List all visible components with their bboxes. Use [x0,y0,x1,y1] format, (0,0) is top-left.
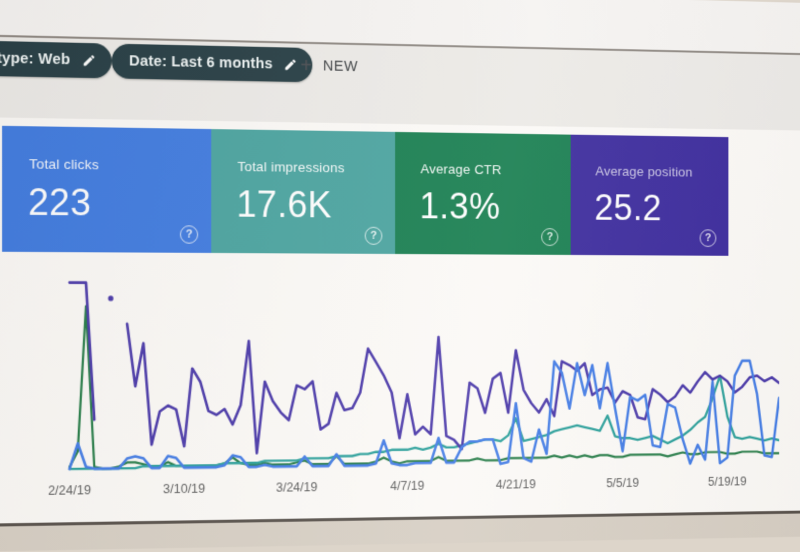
performance-chart-svg [53,266,779,477]
new-filter-button-label: NEW [322,58,359,76]
x-axis-label: 3/10/19 [163,481,206,497]
card-label: Average position [595,163,693,180]
help-icon[interactable]: ? [699,229,717,247]
new-filter-button[interactable]: + NEW [300,53,358,80]
edit-pencil-icon[interactable] [284,58,298,72]
help-icon[interactable]: ? [541,228,559,246]
x-axis-label: 3/24/19 [275,480,318,495]
series-line [69,283,779,456]
x-axis-label: 2/24/19 [47,482,91,498]
edit-pencil-icon[interactable] [82,53,96,68]
plus-icon: + [300,54,313,78]
card-total-clicks[interactable]: Total clicks 223 ? [2,125,212,253]
performance-chart[interactable] [53,266,779,477]
date-filter-label: Date: Last 6 months [129,53,273,73]
search-type-filter-label: type: Web [0,50,71,69]
x-axis-labels: 2/24/19 3/10/19 3/24/19 4/7/19 4/21/19 5/5/19… [0,474,779,505]
card-value: 223 [28,180,92,224]
series-line [69,306,779,469]
x-axis-label: 4/21/19 [495,477,536,492]
isolated-data-point [108,295,114,302]
card-value: 1.3% [419,185,501,227]
card-label: Total impressions [237,158,345,176]
help-icon[interactable]: ? [364,226,383,245]
card-value: 17.6K [236,183,332,226]
card-label: Total clicks [29,156,100,173]
help-icon[interactable]: ? [179,225,199,244]
x-axis-label: 5/5/19 [606,475,639,491]
x-axis-label: 4/7/19 [390,478,425,494]
card-average-position[interactable]: Average position 25.2 ? [570,134,729,256]
search-type-filter-chip[interactable]: type: Web [0,40,112,79]
card-total-impressions[interactable]: Total impressions 17.6K ? [211,129,396,254]
date-filter-chip[interactable]: Date: Last 6 months [111,43,313,83]
card-value: 25.2 [594,187,662,229]
card-label: Average CTR [420,161,502,178]
x-axis-label: 5/19/19 [708,474,747,489]
card-average-ctr[interactable]: Average CTR 1.3% ? [395,131,571,255]
metric-cards-row: Total clicks 223 ? Total impressions 17.… [2,125,729,256]
